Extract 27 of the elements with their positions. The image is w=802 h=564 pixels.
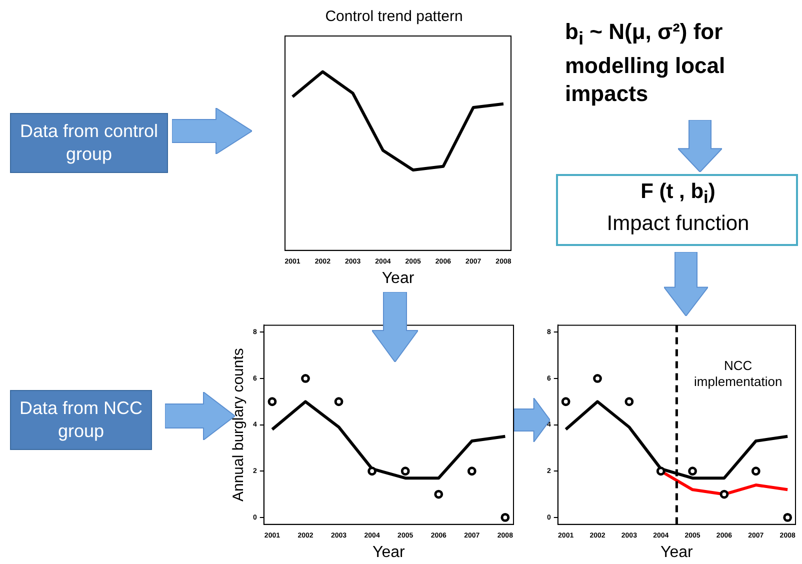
text: b$_{i}$ ~ N(μ, σ²) for modelling local impacts (565, 18, 726, 108)
point (500, 513, 510, 522)
point (400, 466, 410, 476)
point (434, 490, 444, 499)
point (720, 490, 729, 499)
text: Impact function (606, 212, 750, 236)
x-axis-title: Year (372, 544, 406, 561)
y-axis-title: Annual burglary counts (230, 348, 248, 502)
chart-title: Control trend pattern (325, 8, 463, 26)
text: F (t , b$_{i}$) (640, 180, 716, 208)
x-axis-title: Year (660, 544, 694, 561)
point (561, 397, 570, 406)
point (624, 397, 634, 406)
point (688, 466, 697, 476)
text: Data from control group (10, 113, 168, 173)
point (467, 466, 476, 476)
point (593, 374, 602, 383)
point (751, 466, 760, 476)
annotation: NCC implementation (694, 358, 782, 390)
x-axis-title: Year (382, 270, 415, 287)
point (656, 466, 666, 476)
point (268, 397, 277, 406)
point (368, 466, 377, 476)
point (334, 397, 344, 406)
point (783, 513, 792, 522)
point (301, 374, 310, 383)
text: Data from NCC group (10, 390, 152, 450)
